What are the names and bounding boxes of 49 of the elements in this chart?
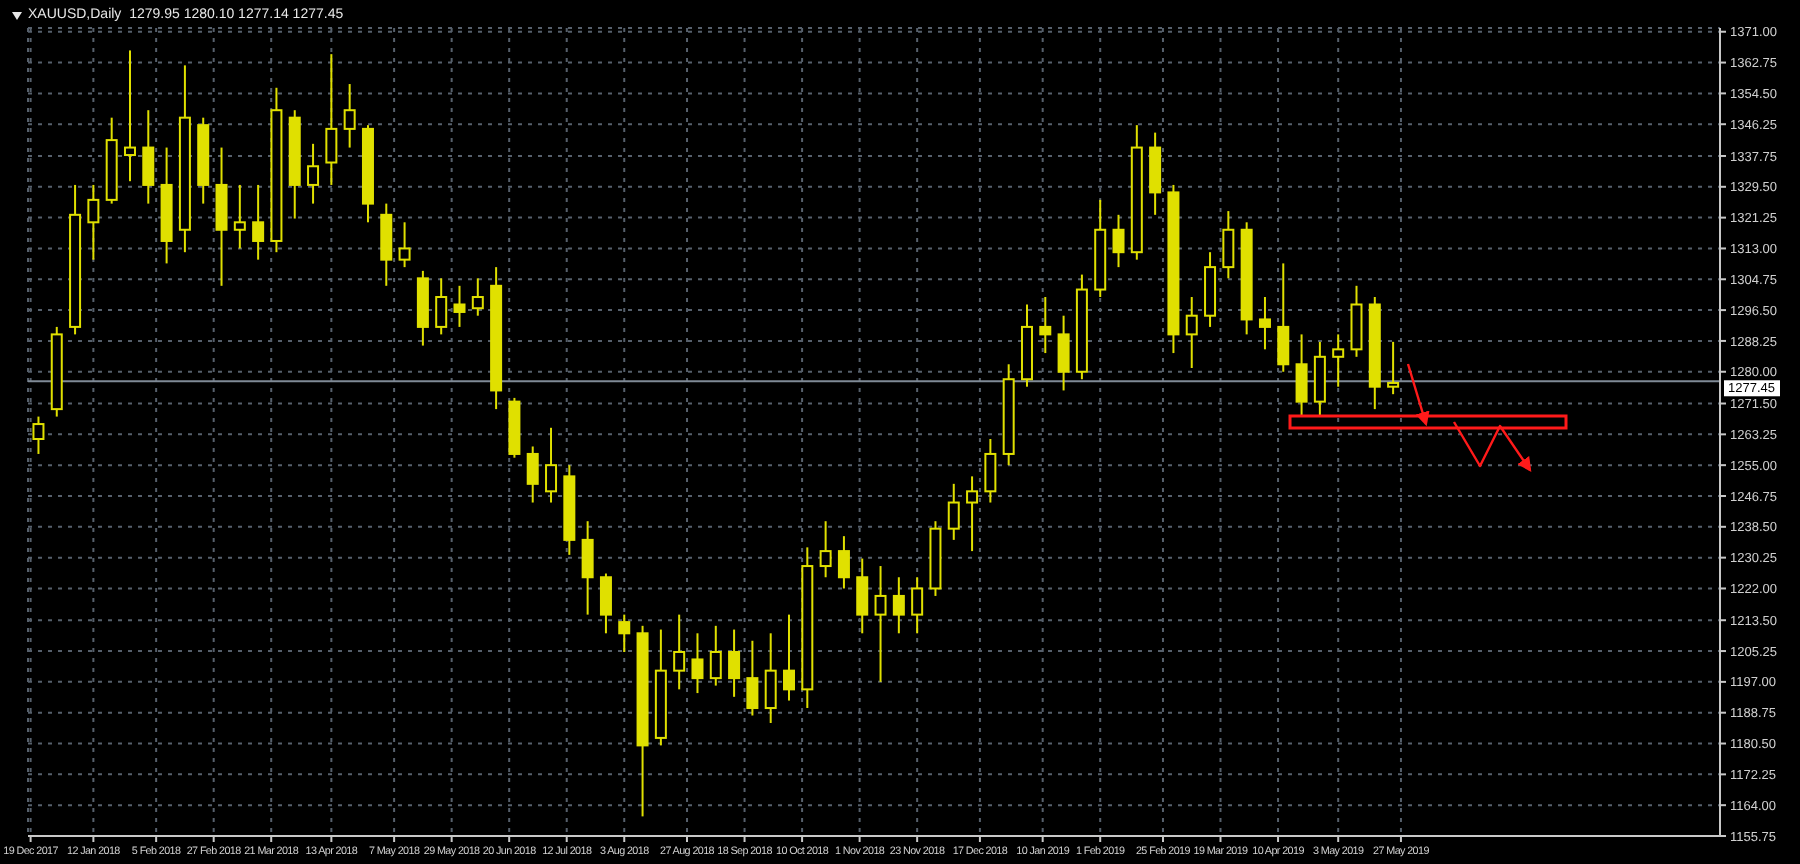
candlestick (142, 109, 155, 205)
candlestick (618, 613, 631, 653)
candlestick (1185, 296, 1198, 370)
candlestick (764, 632, 777, 724)
candlestick (1258, 296, 1271, 351)
candlestick (673, 613, 686, 691)
candlestick (1387, 340, 1400, 396)
candlestick (966, 475, 979, 553)
candlestick (783, 613, 796, 702)
candlestick (453, 284, 466, 328)
candlestick (215, 146, 228, 287)
candlestick (87, 183, 100, 261)
candlestick (856, 557, 869, 635)
candlestick (325, 53, 338, 186)
candlestick (837, 535, 850, 590)
candlestick (911, 576, 924, 635)
candlestick (398, 221, 411, 269)
candlestick (1039, 296, 1052, 355)
candlestick (728, 628, 741, 698)
candlestick (307, 142, 320, 205)
candlestick (435, 277, 448, 336)
candlestick (691, 632, 704, 695)
candlestick (1112, 213, 1125, 269)
candlestick (343, 83, 356, 149)
candlestick (1332, 333, 1345, 388)
candlestick (819, 520, 832, 579)
candlestick (947, 482, 960, 541)
candlestick (874, 565, 887, 683)
candlestick (471, 277, 484, 317)
candlestick (233, 183, 246, 250)
candlestick (1295, 333, 1308, 418)
candlestick (581, 520, 594, 616)
candlestick (32, 415, 45, 455)
candlestick (1350, 284, 1363, 358)
candlestick (380, 202, 393, 287)
candlestick (984, 438, 997, 504)
candlestick (892, 576, 905, 635)
candlestick (1149, 131, 1162, 216)
candlestick (709, 624, 722, 687)
candlestick (1277, 262, 1290, 373)
candlestick (1313, 340, 1326, 418)
candlestick (599, 572, 612, 635)
candlestick (526, 445, 539, 504)
candlestick (252, 183, 265, 261)
candlestick (545, 426, 558, 504)
candlestick (1222, 210, 1235, 280)
candlestick (1057, 314, 1070, 392)
candlestick (746, 639, 759, 717)
candlestick (123, 49, 136, 183)
